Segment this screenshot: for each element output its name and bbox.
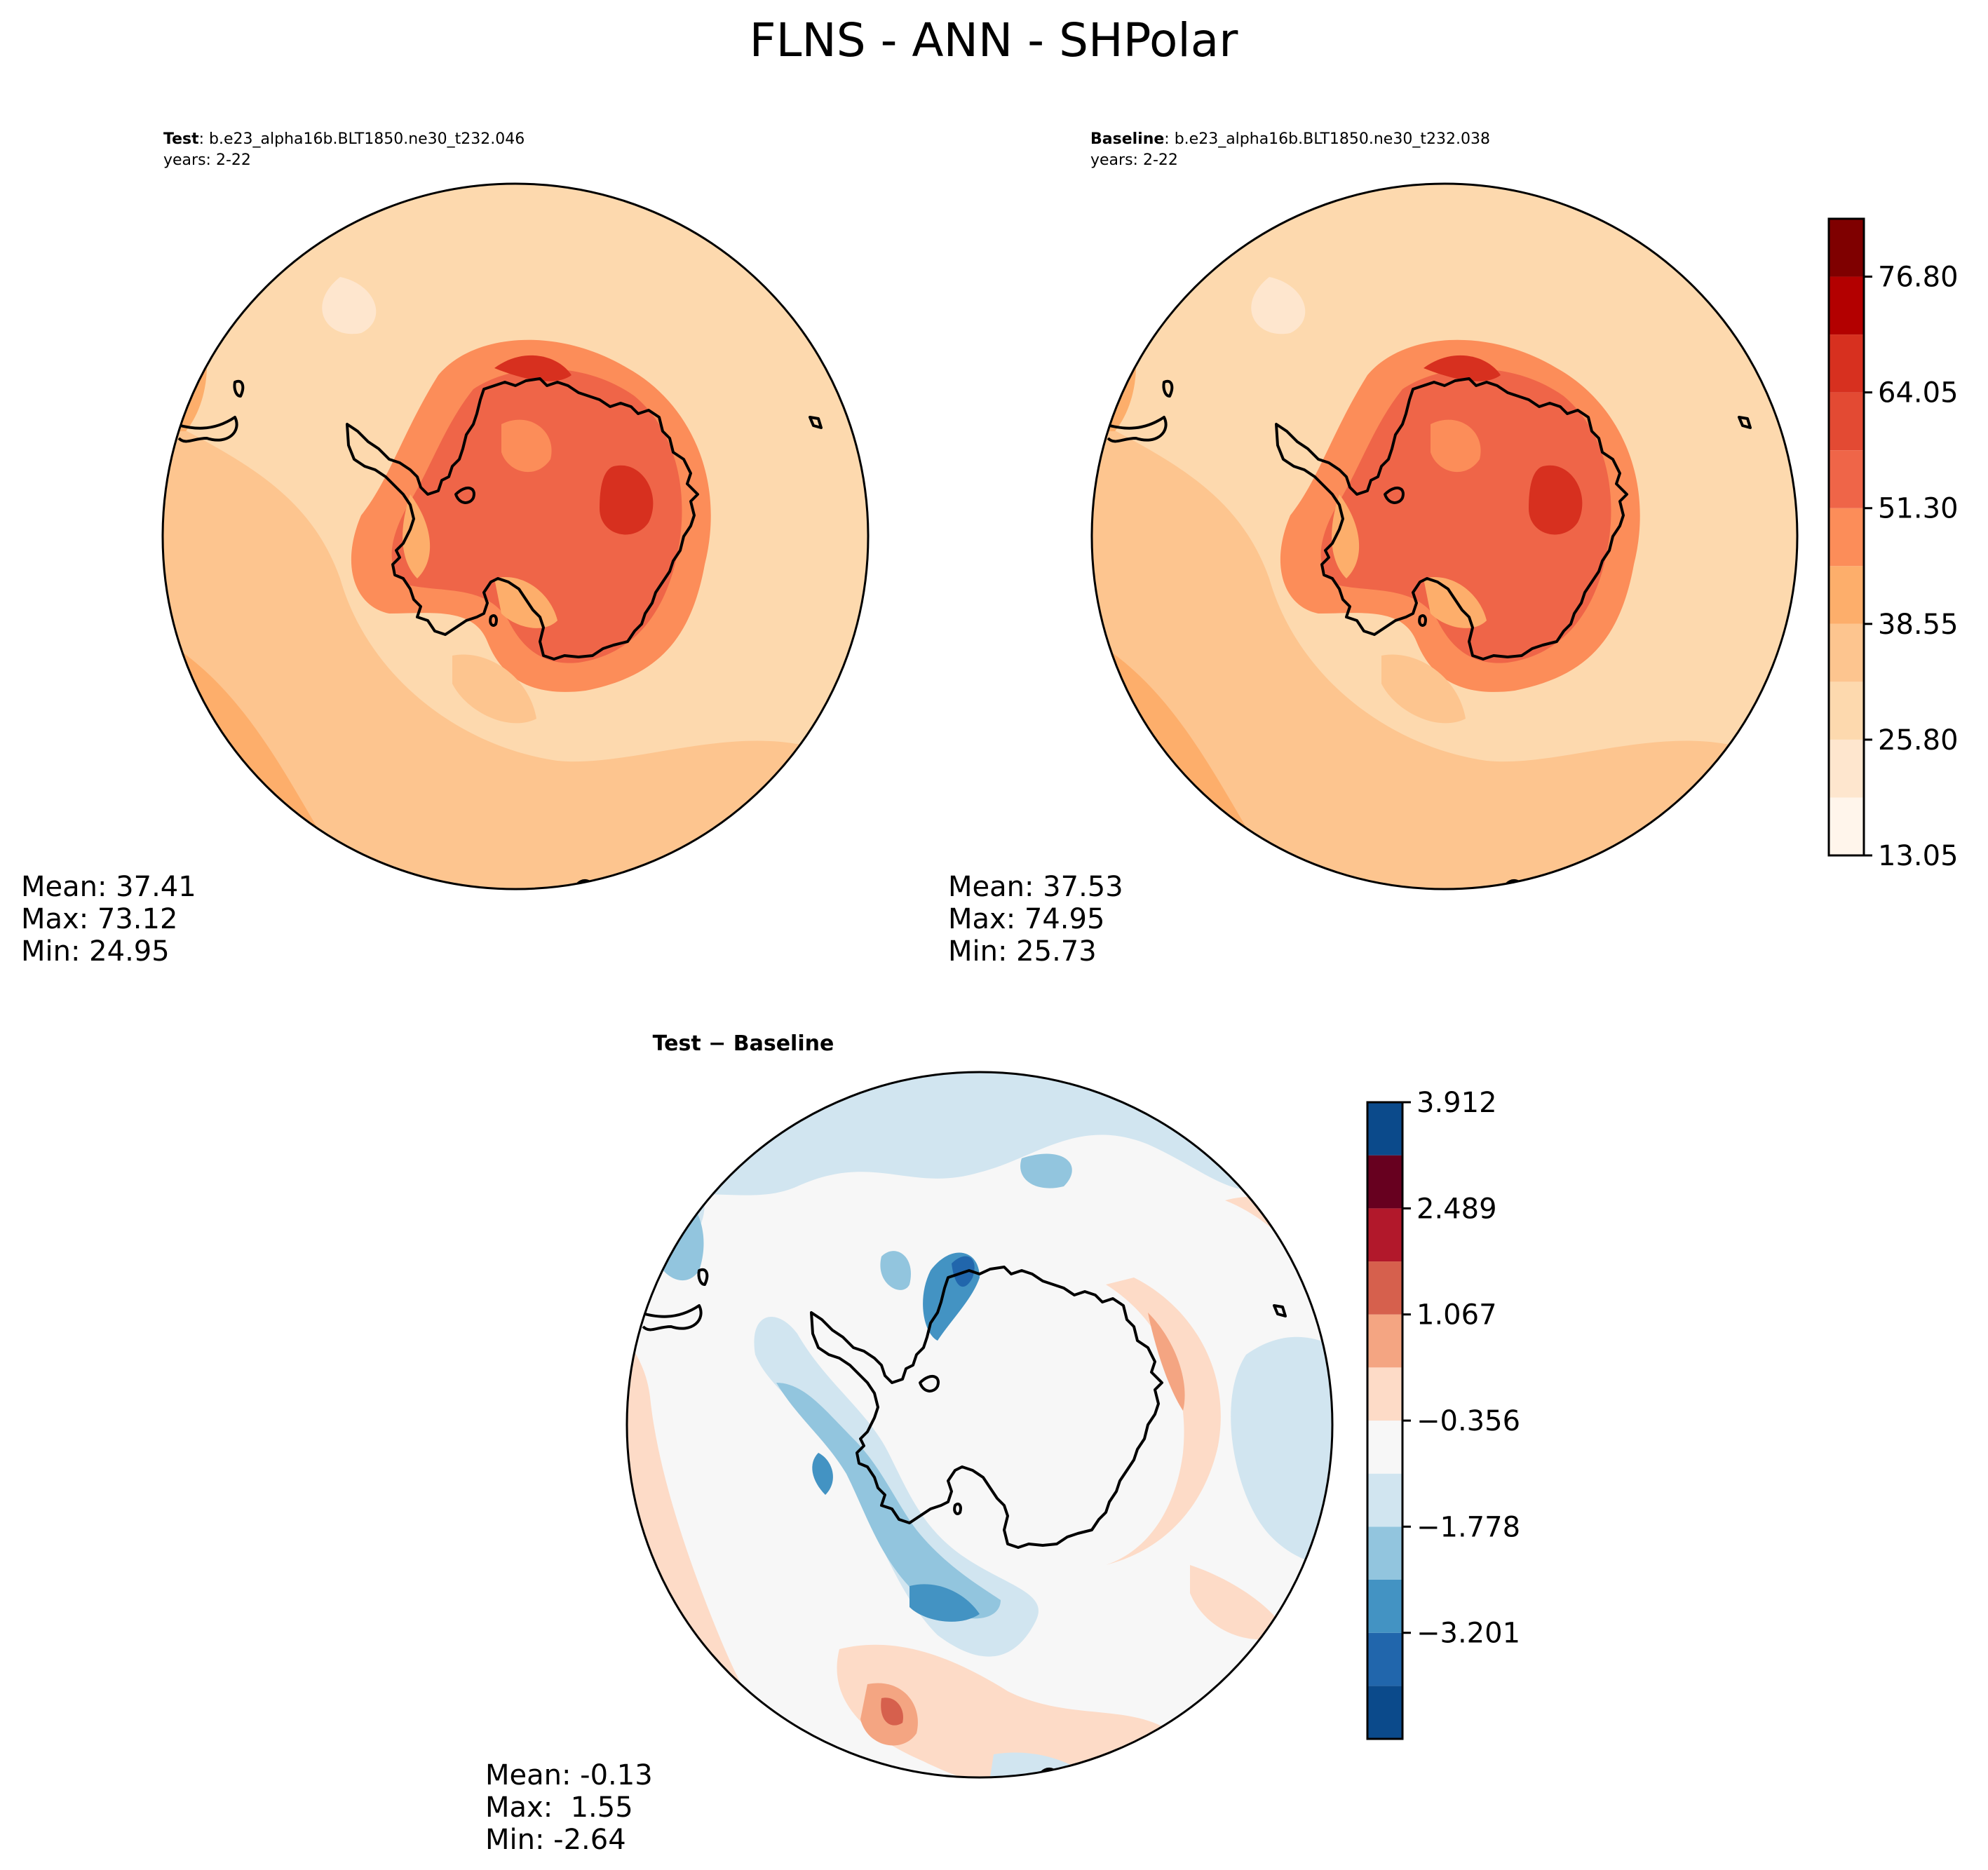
test-min: Min: 24.95 — [21, 935, 170, 968]
figure-title: FLNS - ANN - SHPolar — [750, 13, 1239, 67]
baseline-panel: Baseline: b.e23_alpha16b.BLT1850.ne30_t2… — [948, 130, 1799, 968]
sequential-colorbar-tick-label: 38.55 — [1878, 609, 1959, 641]
diverging-colorbar-color-band — [1367, 1367, 1402, 1421]
difference-map-field — [627, 1072, 1332, 1777]
difference-panel: Test − Baseline Mean: -0.13 Max: 1.55 Mi… — [485, 1031, 1334, 1856]
test-label: Test: b.e23_alpha16b.BLT1850.ne30_t232.0… — [163, 130, 525, 148]
baseline-map-boundary — [1090, 182, 1799, 890]
sequential-colorbar-tick-label: 13.05 — [1878, 840, 1959, 872]
diverging-colorbar-color-band — [1367, 1686, 1402, 1739]
test-years: years: 2-22 — [163, 151, 251, 169]
test-map-boundary — [161, 182, 870, 890]
diverging-colorbar-color-band — [1367, 1473, 1402, 1527]
difference-map-boundary — [626, 1071, 1334, 1779]
diverging-colorbar-color-band — [1367, 1632, 1402, 1686]
sequential-colorbar-color-band — [1829, 739, 1864, 798]
diverging-colorbar-color-band — [1367, 1102, 1402, 1156]
test-max: Max: 73.12 — [21, 903, 177, 935]
diverging-colorbar-color-band — [1367, 1579, 1402, 1633]
diverging-colorbar: −3.201 −1.778 −0.356 1.067 2.489 3.912 — [1366, 1087, 1520, 1740]
sequential-colorbar-color-band — [1829, 392, 1864, 451]
sequential-colorbar-color-band — [1829, 334, 1864, 393]
diverging-colorbar-tick-label: −1.778 — [1416, 1511, 1520, 1543]
sequential-colorbar: 13.05 25.80 38.55 51.30 64.05 76.80 — [1827, 217, 1959, 872]
baseline-max: Max: 74.95 — [948, 903, 1104, 935]
test-map-field — [163, 184, 868, 889]
sequential-colorbar-tick-label: 51.30 — [1878, 493, 1959, 525]
test-panel: Test: b.e23_alpha16b.BLT1850.ne30_t232.0… — [21, 130, 870, 968]
baseline-mean: Mean: 37.53 — [948, 871, 1123, 903]
difference-mean: Mean: -0.13 — [485, 1759, 653, 1791]
difference-label: Test − Baseline — [653, 1031, 834, 1056]
sequential-colorbar-color-band — [1829, 508, 1864, 567]
sequential-colorbar-frame — [1827, 217, 1865, 857]
diverging-colorbar-color-band — [1367, 1261, 1402, 1315]
baseline-min: Min: 25.73 — [948, 935, 1097, 968]
baseline-label: Baseline: b.e23_alpha16b.BLT1850.ne30_t2… — [1090, 130, 1490, 148]
test-mean: Mean: 37.41 — [21, 871, 196, 903]
sequential-colorbar-color-band — [1829, 682, 1864, 740]
sequential-colorbar-color-band — [1829, 566, 1864, 624]
baseline-years: years: 2-22 — [1090, 151, 1178, 169]
difference-max: Max: 1.55 — [485, 1791, 633, 1824]
sequential-colorbar-color-band — [1829, 450, 1864, 508]
sequential-colorbar-tick-label: 76.80 — [1878, 262, 1959, 294]
diverging-colorbar-tick-label: 3.912 — [1416, 1087, 1497, 1119]
sequential-colorbar-tick-label: 64.05 — [1878, 377, 1959, 409]
sequential-colorbar-color-band — [1829, 797, 1864, 855]
diverging-colorbar-tick-label: −3.201 — [1416, 1618, 1520, 1650]
sequential-colorbar-color-band — [1829, 219, 1864, 277]
diverging-colorbar-tick-label: −0.356 — [1416, 1405, 1520, 1437]
baseline-map-field — [1092, 184, 1797, 889]
diverging-colorbar-color-band — [1367, 1421, 1402, 1474]
diverging-colorbar-tick-label: 1.067 — [1416, 1299, 1497, 1332]
sequential-colorbar-tick-label: 25.80 — [1878, 724, 1959, 757]
diverging-colorbar-color-band — [1367, 1155, 1402, 1209]
difference-min: Min: -2.64 — [485, 1824, 626, 1856]
sequential-colorbar-color-band — [1829, 276, 1864, 335]
diverging-colorbar-tick-label: 2.489 — [1416, 1193, 1497, 1225]
sequential-colorbar-color-band — [1829, 623, 1864, 682]
diverging-colorbar-color-band — [1367, 1526, 1402, 1580]
diverging-colorbar-color-band — [1367, 1314, 1402, 1368]
diverging-colorbar-color-band — [1367, 1208, 1402, 1262]
